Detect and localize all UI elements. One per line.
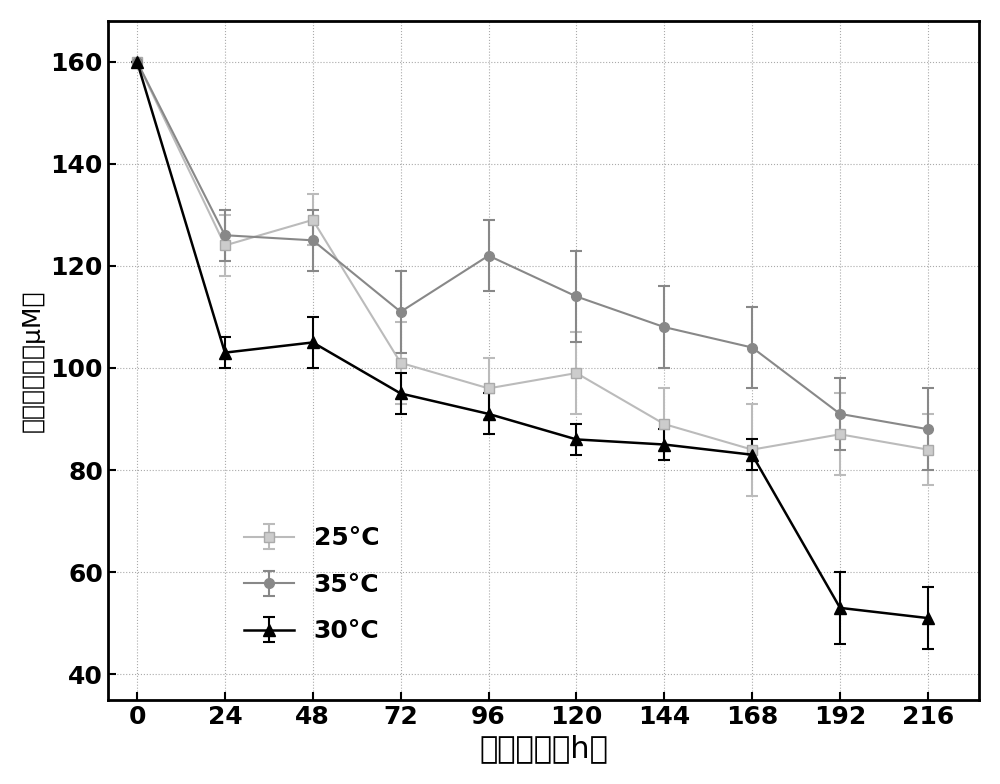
Y-axis label: 金离子浓度（μM）: 金离子浓度（μM）: [21, 289, 45, 431]
X-axis label: 生长时间（h）: 生长时间（h）: [479, 734, 608, 763]
Legend: 25°C, 35°C, 30°C: 25°C, 35°C, 30°C: [234, 517, 389, 653]
